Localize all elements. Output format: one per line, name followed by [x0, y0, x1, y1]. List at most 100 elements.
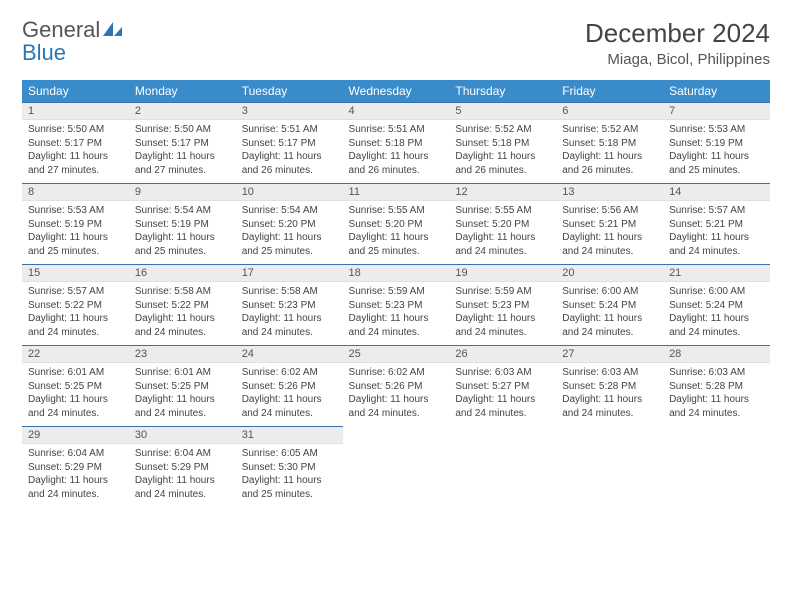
sunrise-line: Sunrise: 6:05 AM — [242, 447, 337, 461]
calendar-cell: 21Sunrise: 6:00 AMSunset: 5:24 PMDayligh… — [663, 265, 770, 346]
daylight-line-2: and 26 minutes. — [349, 164, 444, 178]
daylight-line-2: and 24 minutes. — [135, 326, 230, 340]
sunset-line: Sunset: 5:20 PM — [349, 218, 444, 232]
weekday-header: Saturday — [663, 80, 770, 103]
day-details: Sunrise: 6:00 AMSunset: 5:24 PMDaylight:… — [663, 282, 770, 345]
calendar-cell — [343, 427, 450, 508]
sunset-line: Sunset: 5:26 PM — [349, 380, 444, 394]
daylight-line-2: and 24 minutes. — [562, 407, 657, 421]
daylight-line-2: and 25 minutes. — [135, 245, 230, 259]
daylight-line-1: Daylight: 11 hours — [349, 231, 444, 245]
daylight-line-1: Daylight: 11 hours — [28, 150, 123, 164]
sunrise-line: Sunrise: 5:59 AM — [455, 285, 550, 299]
daylight-line-2: and 24 minutes. — [349, 407, 444, 421]
day-number: 29 — [22, 427, 129, 444]
daylight-line-1: Daylight: 11 hours — [669, 231, 764, 245]
sunset-line: Sunset: 5:24 PM — [562, 299, 657, 313]
calendar-cell: 23Sunrise: 6:01 AMSunset: 5:25 PMDayligh… — [129, 346, 236, 427]
calendar-cell — [556, 427, 663, 508]
day-details: Sunrise: 5:55 AMSunset: 5:20 PMDaylight:… — [343, 201, 450, 264]
daylight-line-2: and 26 minutes. — [242, 164, 337, 178]
brand-logo: GeneralBlue — [22, 18, 124, 64]
calendar-cell — [663, 427, 770, 508]
day-details: Sunrise: 5:59 AMSunset: 5:23 PMDaylight:… — [449, 282, 556, 345]
day-details: Sunrise: 5:53 AMSunset: 5:19 PMDaylight:… — [663, 120, 770, 183]
day-details: Sunrise: 5:54 AMSunset: 5:20 PMDaylight:… — [236, 201, 343, 264]
daylight-line-1: Daylight: 11 hours — [135, 474, 230, 488]
calendar-cell: 16Sunrise: 5:58 AMSunset: 5:22 PMDayligh… — [129, 265, 236, 346]
day-number: 28 — [663, 346, 770, 363]
sunset-line: Sunset: 5:21 PM — [562, 218, 657, 232]
sunset-line: Sunset: 5:17 PM — [135, 137, 230, 151]
sunrise-line: Sunrise: 5:58 AM — [135, 285, 230, 299]
calendar-cell: 6Sunrise: 5:52 AMSunset: 5:18 PMDaylight… — [556, 103, 663, 184]
daylight-line-2: and 24 minutes. — [349, 326, 444, 340]
sunrise-line: Sunrise: 5:53 AM — [28, 204, 123, 218]
daylight-line-2: and 24 minutes. — [135, 488, 230, 502]
day-number: 23 — [129, 346, 236, 363]
daylight-line-1: Daylight: 11 hours — [28, 312, 123, 326]
sunrise-line: Sunrise: 5:57 AM — [28, 285, 123, 299]
daylight-line-2: and 24 minutes. — [242, 326, 337, 340]
daylight-line-2: and 25 minutes. — [242, 245, 337, 259]
daylight-line-1: Daylight: 11 hours — [135, 393, 230, 407]
day-details: Sunrise: 5:52 AMSunset: 5:18 PMDaylight:… — [449, 120, 556, 183]
day-number: 16 — [129, 265, 236, 282]
sunset-line: Sunset: 5:17 PM — [28, 137, 123, 151]
day-details: Sunrise: 5:57 AMSunset: 5:21 PMDaylight:… — [663, 201, 770, 264]
daylight-line-2: and 24 minutes. — [28, 326, 123, 340]
sunset-line: Sunset: 5:29 PM — [28, 461, 123, 475]
day-number: 20 — [556, 265, 663, 282]
daylight-line-1: Daylight: 11 hours — [669, 393, 764, 407]
daylight-line-1: Daylight: 11 hours — [455, 150, 550, 164]
calendar-cell: 5Sunrise: 5:52 AMSunset: 5:18 PMDaylight… — [449, 103, 556, 184]
brand-part2: Blue — [22, 40, 66, 65]
daylight-line-1: Daylight: 11 hours — [28, 393, 123, 407]
calendar-cell: 4Sunrise: 5:51 AMSunset: 5:18 PMDaylight… — [343, 103, 450, 184]
daylight-line-2: and 24 minutes. — [455, 245, 550, 259]
daylight-line-2: and 26 minutes. — [455, 164, 550, 178]
sunrise-line: Sunrise: 5:51 AM — [242, 123, 337, 137]
sunrise-line: Sunrise: 6:00 AM — [562, 285, 657, 299]
day-number: 3 — [236, 103, 343, 120]
sunrise-line: Sunrise: 5:50 AM — [135, 123, 230, 137]
day-details: Sunrise: 6:01 AMSunset: 5:25 PMDaylight:… — [129, 363, 236, 426]
sunrise-line: Sunrise: 6:01 AM — [135, 366, 230, 380]
daylight-line-1: Daylight: 11 hours — [455, 231, 550, 245]
sunset-line: Sunset: 5:25 PM — [28, 380, 123, 394]
calendar-cell: 29Sunrise: 6:04 AMSunset: 5:29 PMDayligh… — [22, 427, 129, 508]
sunset-line: Sunset: 5:19 PM — [669, 137, 764, 151]
daylight-line-2: and 27 minutes. — [28, 164, 123, 178]
day-number: 31 — [236, 427, 343, 444]
day-number: 26 — [449, 346, 556, 363]
day-details: Sunrise: 5:58 AMSunset: 5:23 PMDaylight:… — [236, 282, 343, 345]
sunrise-line: Sunrise: 6:02 AM — [242, 366, 337, 380]
day-details: Sunrise: 5:51 AMSunset: 5:17 PMDaylight:… — [236, 120, 343, 183]
weekday-header: Friday — [556, 80, 663, 103]
sunset-line: Sunset: 5:22 PM — [28, 299, 123, 313]
daylight-line-1: Daylight: 11 hours — [455, 312, 550, 326]
daylight-line-1: Daylight: 11 hours — [242, 474, 337, 488]
sunset-line: Sunset: 5:21 PM — [669, 218, 764, 232]
daylight-line-2: and 27 minutes. — [135, 164, 230, 178]
sunset-line: Sunset: 5:19 PM — [28, 218, 123, 232]
day-details: Sunrise: 5:57 AMSunset: 5:22 PMDaylight:… — [22, 282, 129, 345]
sunrise-line: Sunrise: 5:57 AM — [669, 204, 764, 218]
day-number: 13 — [556, 184, 663, 201]
calendar-cell: 9Sunrise: 5:54 AMSunset: 5:19 PMDaylight… — [129, 184, 236, 265]
day-number: 18 — [343, 265, 450, 282]
daylight-line-2: and 24 minutes. — [135, 407, 230, 421]
sunrise-line: Sunrise: 5:54 AM — [135, 204, 230, 218]
day-number: 10 — [236, 184, 343, 201]
daylight-line-1: Daylight: 11 hours — [562, 150, 657, 164]
sunrise-line: Sunrise: 6:04 AM — [28, 447, 123, 461]
sunset-line: Sunset: 5:28 PM — [562, 380, 657, 394]
sunset-line: Sunset: 5:23 PM — [349, 299, 444, 313]
day-number: 15 — [22, 265, 129, 282]
day-details: Sunrise: 6:04 AMSunset: 5:29 PMDaylight:… — [22, 444, 129, 507]
calendar-cell: 17Sunrise: 5:58 AMSunset: 5:23 PMDayligh… — [236, 265, 343, 346]
day-number: 24 — [236, 346, 343, 363]
calendar-cell: 19Sunrise: 5:59 AMSunset: 5:23 PMDayligh… — [449, 265, 556, 346]
calendar-cell — [449, 427, 556, 508]
sunset-line: Sunset: 5:23 PM — [242, 299, 337, 313]
